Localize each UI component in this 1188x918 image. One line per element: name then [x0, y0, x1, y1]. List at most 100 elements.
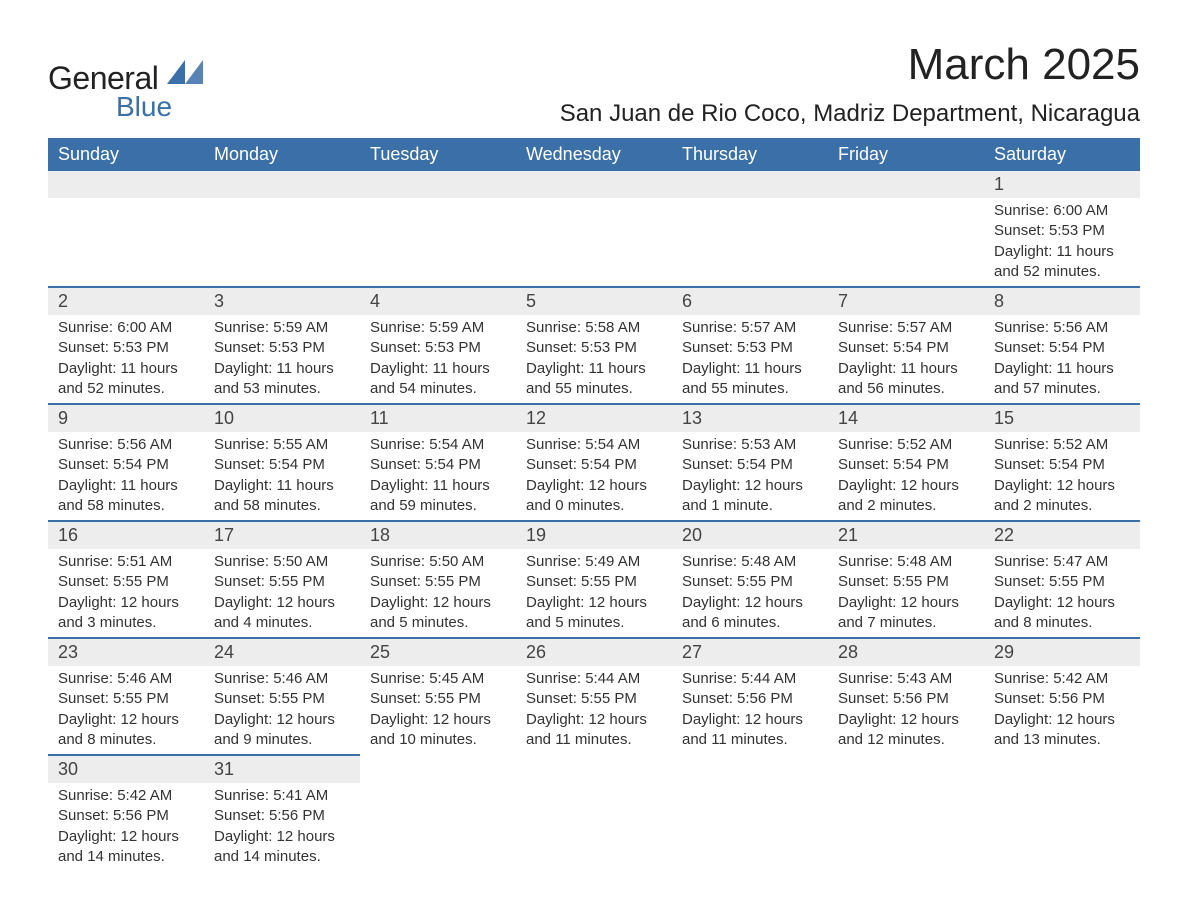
day-content: Sunrise: 5:54 AMSunset: 5:54 PMDaylight:… — [360, 432, 516, 520]
daylight-text: Daylight: 12 hours and 7 minutes. — [838, 593, 974, 634]
calendar-day-cell: 2Sunrise: 6:00 AMSunset: 5:53 PMDaylight… — [48, 287, 204, 404]
day-header: Monday — [204, 138, 360, 171]
sunset-text: Sunset: 5:55 PM — [838, 572, 974, 592]
calendar-empty-cell — [672, 755, 828, 871]
sunrise-text: Sunrise: 5:45 AM — [370, 669, 506, 689]
day-content: Sunrise: 6:00 AMSunset: 5:53 PMDaylight:… — [984, 198, 1140, 286]
calendar-day-cell: 14Sunrise: 5:52 AMSunset: 5:54 PMDayligh… — [828, 404, 984, 521]
sunset-text: Sunset: 5:54 PM — [370, 455, 506, 475]
sunrise-text: Sunrise: 5:57 AM — [682, 318, 818, 338]
day-content: Sunrise: 5:48 AMSunset: 5:55 PMDaylight:… — [672, 549, 828, 637]
header: General Blue March 2025 San Juan de Rio … — [48, 40, 1140, 128]
calendar-week-row: 23Sunrise: 5:46 AMSunset: 5:55 PMDayligh… — [48, 638, 1140, 755]
sunrise-text: Sunrise: 5:52 AM — [838, 435, 974, 455]
day-content — [672, 198, 828, 278]
day-number: 3 — [204, 288, 360, 315]
day-content: Sunrise: 5:42 AMSunset: 5:56 PMDaylight:… — [984, 666, 1140, 754]
day-header: Thursday — [672, 138, 828, 171]
day-content: Sunrise: 5:48 AMSunset: 5:55 PMDaylight:… — [828, 549, 984, 637]
sunset-text: Sunset: 5:56 PM — [838, 689, 974, 709]
logo-triangle-icon — [167, 60, 203, 89]
calendar-day-cell: 17Sunrise: 5:50 AMSunset: 5:55 PMDayligh… — [204, 521, 360, 638]
day-number: 18 — [360, 522, 516, 549]
sunset-text: Sunset: 5:54 PM — [838, 455, 974, 475]
daylight-text: Daylight: 12 hours and 6 minutes. — [682, 593, 818, 634]
sunset-text: Sunset: 5:53 PM — [526, 338, 662, 358]
day-content — [516, 198, 672, 278]
calendar-week-row: 2Sunrise: 6:00 AMSunset: 5:53 PMDaylight… — [48, 287, 1140, 404]
sunset-text: Sunset: 5:54 PM — [994, 455, 1130, 475]
sunrise-text: Sunrise: 5:42 AM — [994, 669, 1130, 689]
calendar-day-cell: 7Sunrise: 5:57 AMSunset: 5:54 PMDaylight… — [828, 287, 984, 404]
calendar-day-cell: 11Sunrise: 5:54 AMSunset: 5:54 PMDayligh… — [360, 404, 516, 521]
sunrise-text: Sunrise: 5:41 AM — [214, 786, 350, 806]
calendar-empty-cell — [204, 171, 360, 287]
daylight-text: Daylight: 12 hours and 8 minutes. — [994, 593, 1130, 634]
day-number: 29 — [984, 639, 1140, 666]
sunrise-text: Sunrise: 5:59 AM — [214, 318, 350, 338]
day-content: Sunrise: 5:45 AMSunset: 5:55 PMDaylight:… — [360, 666, 516, 754]
day-number: 30 — [48, 756, 204, 783]
day-number: 14 — [828, 405, 984, 432]
sunset-text: Sunset: 5:56 PM — [682, 689, 818, 709]
sunset-text: Sunset: 5:55 PM — [214, 689, 350, 709]
day-number: 17 — [204, 522, 360, 549]
sunrise-text: Sunrise: 5:46 AM — [58, 669, 194, 689]
daylight-text: Daylight: 11 hours and 57 minutes. — [994, 359, 1130, 400]
sunrise-text: Sunrise: 6:00 AM — [994, 201, 1130, 221]
calendar-day-cell: 10Sunrise: 5:55 AMSunset: 5:54 PMDayligh… — [204, 404, 360, 521]
sunset-text: Sunset: 5:54 PM — [838, 338, 974, 358]
day-content: Sunrise: 5:59 AMSunset: 5:53 PMDaylight:… — [360, 315, 516, 403]
sunset-text: Sunset: 5:54 PM — [994, 338, 1130, 358]
calendar-day-cell: 20Sunrise: 5:48 AMSunset: 5:55 PMDayligh… — [672, 521, 828, 638]
calendar-day-cell: 12Sunrise: 5:54 AMSunset: 5:54 PMDayligh… — [516, 404, 672, 521]
day-content: Sunrise: 5:44 AMSunset: 5:56 PMDaylight:… — [672, 666, 828, 754]
calendar-day-cell: 27Sunrise: 5:44 AMSunset: 5:56 PMDayligh… — [672, 638, 828, 755]
daylight-text: Daylight: 12 hours and 5 minutes. — [526, 593, 662, 634]
day-number: 26 — [516, 639, 672, 666]
day-content — [828, 755, 984, 762]
daylight-text: Daylight: 12 hours and 10 minutes. — [370, 710, 506, 751]
calendar-day-cell: 6Sunrise: 5:57 AMSunset: 5:53 PMDaylight… — [672, 287, 828, 404]
day-number-bar — [48, 171, 204, 198]
sunset-text: Sunset: 5:55 PM — [370, 689, 506, 709]
calendar-day-cell: 24Sunrise: 5:46 AMSunset: 5:55 PMDayligh… — [204, 638, 360, 755]
calendar-day-cell: 18Sunrise: 5:50 AMSunset: 5:55 PMDayligh… — [360, 521, 516, 638]
calendar-day-cell: 28Sunrise: 5:43 AMSunset: 5:56 PMDayligh… — [828, 638, 984, 755]
day-content: Sunrise: 5:49 AMSunset: 5:55 PMDaylight:… — [516, 549, 672, 637]
location-text: San Juan de Rio Coco, Madriz Department,… — [560, 100, 1140, 128]
day-content: Sunrise: 5:57 AMSunset: 5:53 PMDaylight:… — [672, 315, 828, 403]
sunrise-text: Sunrise: 5:56 AM — [994, 318, 1130, 338]
day-number: 8 — [984, 288, 1140, 315]
daylight-text: Daylight: 12 hours and 8 minutes. — [58, 710, 194, 751]
day-number: 12 — [516, 405, 672, 432]
calendar-empty-cell — [672, 171, 828, 287]
sunrise-text: Sunrise: 5:53 AM — [682, 435, 818, 455]
day-number: 7 — [828, 288, 984, 315]
calendar-empty-cell — [516, 171, 672, 287]
day-number: 31 — [204, 756, 360, 783]
day-content — [672, 755, 828, 762]
day-content: Sunrise: 5:46 AMSunset: 5:55 PMDaylight:… — [48, 666, 204, 754]
day-number: 20 — [672, 522, 828, 549]
calendar-empty-cell — [984, 755, 1140, 871]
calendar-day-cell: 30Sunrise: 5:42 AMSunset: 5:56 PMDayligh… — [48, 755, 204, 871]
day-header: Wednesday — [516, 138, 672, 171]
day-content: Sunrise: 5:50 AMSunset: 5:55 PMDaylight:… — [204, 549, 360, 637]
sunrise-text: Sunrise: 5:48 AM — [838, 552, 974, 572]
day-content: Sunrise: 5:47 AMSunset: 5:55 PMDaylight:… — [984, 549, 1140, 637]
daylight-text: Daylight: 12 hours and 4 minutes. — [214, 593, 350, 634]
day-content: Sunrise: 5:46 AMSunset: 5:55 PMDaylight:… — [204, 666, 360, 754]
day-number: 4 — [360, 288, 516, 315]
sunset-text: Sunset: 5:55 PM — [214, 572, 350, 592]
sunset-text: Sunset: 5:56 PM — [58, 806, 194, 826]
calendar-day-cell: 4Sunrise: 5:59 AMSunset: 5:53 PMDaylight… — [360, 287, 516, 404]
day-number: 2 — [48, 288, 204, 315]
calendar-empty-cell — [516, 755, 672, 871]
calendar-empty-cell — [828, 755, 984, 871]
page-title: March 2025 — [560, 40, 1140, 90]
daylight-text: Daylight: 11 hours and 56 minutes. — [838, 359, 974, 400]
day-number: 27 — [672, 639, 828, 666]
day-number: 9 — [48, 405, 204, 432]
sunrise-text: Sunrise: 5:44 AM — [682, 669, 818, 689]
